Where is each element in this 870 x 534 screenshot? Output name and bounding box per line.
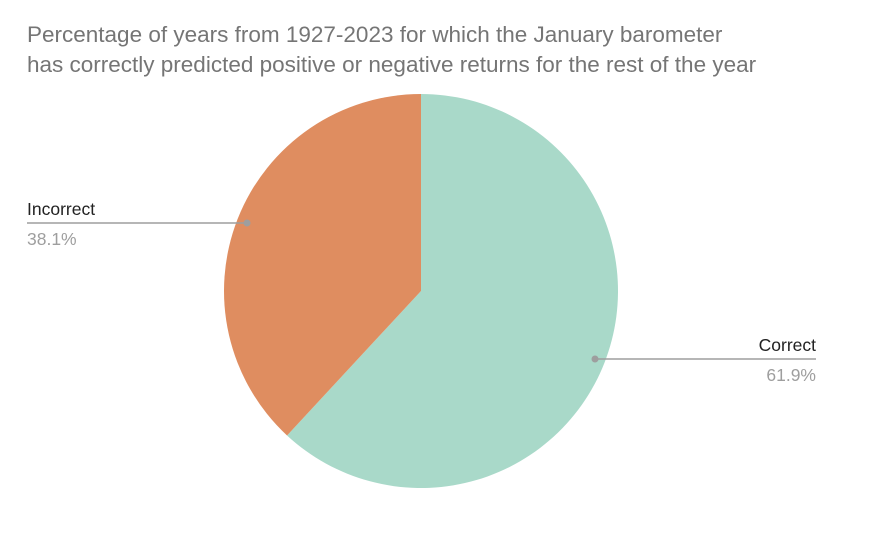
- slice-label-incorrect: Incorrect: [27, 199, 96, 219]
- pie-slice-incorrect[interactable]: [224, 94, 421, 436]
- chart-title: Percentage of years from 1927-2023 for w…: [27, 20, 847, 80]
- leader-dot-incorrect: [243, 219, 251, 227]
- slice-label-correct: Correct: [758, 335, 816, 355]
- pie-slice-correct[interactable]: [287, 93, 619, 488]
- chart-title-line-2: has correctly predicted positive or nega…: [27, 52, 757, 77]
- leader-dot-correct: [591, 355, 599, 363]
- chart-title-line-1: Percentage of years from 1927-2023 for w…: [27, 22, 723, 47]
- slice-value-correct: 61.9%: [766, 365, 816, 385]
- slice-value-incorrect: 38.1%: [27, 229, 77, 249]
